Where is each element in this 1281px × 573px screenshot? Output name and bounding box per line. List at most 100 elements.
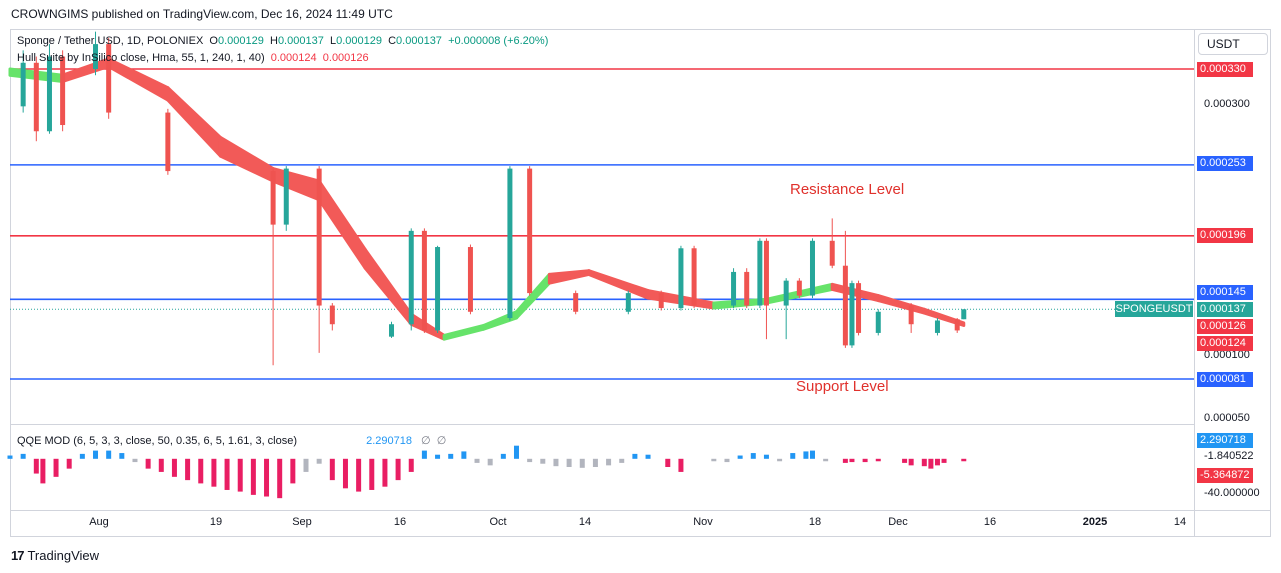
high-label: H bbox=[269, 35, 278, 47]
qqe-tick: -40.000000 bbox=[1204, 487, 1260, 499]
candle-body bbox=[46, 56, 52, 132]
high-value: 0.000137 bbox=[277, 35, 324, 47]
hull-value-2: 0.000126 bbox=[322, 52, 369, 64]
qqe-bar bbox=[803, 451, 809, 459]
qqe-bar bbox=[119, 453, 125, 459]
hull-band-segment bbox=[922, 307, 966, 327]
candle-body bbox=[93, 44, 99, 69]
qqe-bar bbox=[106, 450, 112, 459]
qqe-bar bbox=[93, 450, 99, 459]
qqe-bar bbox=[277, 458, 283, 499]
qqe-bar bbox=[448, 453, 454, 459]
time-tick: 2025 bbox=[1082, 516, 1108, 528]
qqe-bar bbox=[566, 458, 572, 467]
qqe-label[interactable]: QQE MOD (6, 5, 3, 3, close, 50, 0.35, 6,… bbox=[17, 435, 298, 447]
qqe-bar bbox=[40, 458, 46, 484]
hull-label[interactable]: Hull Suite by InSilico close, Hma, 55, 1… bbox=[17, 52, 265, 64]
symbol-tag: SPONGEUSDT bbox=[1115, 301, 1193, 317]
qqe-label-value: 2.290718 bbox=[1197, 433, 1253, 448]
candle-body bbox=[691, 248, 697, 306]
qqe-bar bbox=[606, 458, 612, 466]
pane-divider[interactable] bbox=[10, 424, 1194, 425]
qqe-bar bbox=[369, 458, 375, 490]
qqe-bar bbox=[303, 458, 309, 472]
qqe-bar bbox=[902, 458, 908, 463]
support-annotation: Support Level bbox=[796, 378, 889, 395]
qqe-bar bbox=[500, 453, 506, 459]
qqe-bar bbox=[849, 458, 855, 463]
time-tick: Oct bbox=[489, 516, 507, 528]
candle-body bbox=[467, 247, 473, 312]
qqe-bar bbox=[224, 458, 230, 490]
qqe-bar bbox=[527, 458, 533, 463]
qqe-bar bbox=[132, 458, 138, 463]
hull-legend[interactable]: Hull Suite by InSilico close, Hma, 55, 1… bbox=[17, 52, 369, 64]
qqe-bar bbox=[763, 454, 769, 459]
candle-body bbox=[731, 271, 737, 306]
candle-body bbox=[856, 283, 862, 333]
candle-body bbox=[625, 293, 631, 312]
qqe-bar bbox=[809, 450, 815, 459]
qqe-bar bbox=[678, 458, 684, 472]
hull-band-segment bbox=[218, 135, 275, 183]
brand-name: TradingView bbox=[27, 548, 100, 563]
qqe-bar bbox=[941, 458, 947, 463]
tradingview-logo-icon: 17 bbox=[11, 548, 25, 563]
candle-body bbox=[283, 168, 289, 225]
qqe-bar bbox=[171, 458, 177, 477]
qqe-bar bbox=[750, 453, 756, 459]
tradingview-branding[interactable]: 17 TradingView bbox=[11, 548, 99, 563]
low-label: L bbox=[329, 35, 337, 47]
symbol-legend[interactable]: Sponge / Tether USD, 1D, POLONIEX O0.000… bbox=[17, 35, 548, 47]
hull-band-segment bbox=[317, 179, 367, 270]
time-tick: Sep bbox=[292, 516, 312, 528]
qqe-tick: -1.840522 bbox=[1204, 450, 1254, 462]
qqe-bar bbox=[487, 458, 493, 466]
qqe-bar bbox=[592, 458, 598, 467]
qqe-bar bbox=[908, 458, 914, 466]
price-label-resistance-top: 0.000330 bbox=[1197, 62, 1253, 77]
qqe-bar bbox=[250, 458, 256, 495]
candle-body bbox=[796, 280, 802, 296]
time-tick: Dec bbox=[888, 516, 908, 528]
qqe-bar bbox=[290, 458, 296, 484]
time-tick: 14 bbox=[578, 516, 592, 528]
candle-body bbox=[809, 240, 815, 296]
open-value: 0.000129 bbox=[217, 35, 264, 47]
qqe-bar bbox=[395, 458, 401, 481]
qqe-legend[interactable]: QQE MOD (6, 5, 3, 3, close, 50, 0.35, 6,… bbox=[17, 434, 446, 447]
qqe-bar bbox=[145, 458, 151, 469]
low-value: 0.000129 bbox=[336, 35, 382, 47]
qqe-bar bbox=[198, 458, 204, 484]
candle-body bbox=[33, 62, 39, 132]
hull-band-segment bbox=[587, 269, 650, 300]
candle-body bbox=[908, 305, 914, 325]
hull-band-segment bbox=[442, 323, 486, 341]
qqe-bar bbox=[342, 458, 348, 489]
price-label-hull-2: 0.000124 bbox=[1197, 336, 1253, 351]
publisher-line: CROWNGIMS published on TradingView.com, … bbox=[11, 7, 393, 21]
candle-body bbox=[875, 311, 881, 333]
qqe-bar bbox=[435, 454, 441, 459]
qqe-bar bbox=[53, 458, 59, 477]
time-tick: 16 bbox=[983, 516, 997, 528]
qqe-bar bbox=[665, 458, 671, 467]
candle-body bbox=[961, 309, 967, 320]
qqe-value: 2.290718 bbox=[366, 435, 412, 447]
symbol-name[interactable]: Sponge / Tether USD, 1D, POLONIEX bbox=[17, 35, 204, 47]
qqe-bar bbox=[7, 455, 13, 459]
time-tick: 16 bbox=[393, 516, 407, 528]
qqe-label-neg: -5.364872 bbox=[1197, 468, 1253, 483]
qqe-bar bbox=[237, 458, 243, 492]
qqe-bar bbox=[645, 454, 651, 459]
currency-button[interactable]: USDT bbox=[1198, 33, 1268, 55]
candle-body bbox=[106, 44, 112, 113]
qqe-bar bbox=[158, 458, 164, 472]
time-tick: 19 bbox=[209, 516, 223, 528]
time-tick: Aug bbox=[89, 516, 109, 528]
qqe-bar bbox=[329, 458, 335, 481]
candle-body bbox=[421, 230, 427, 331]
price-axis-divider bbox=[1194, 29, 1195, 537]
candle-body bbox=[842, 265, 848, 346]
